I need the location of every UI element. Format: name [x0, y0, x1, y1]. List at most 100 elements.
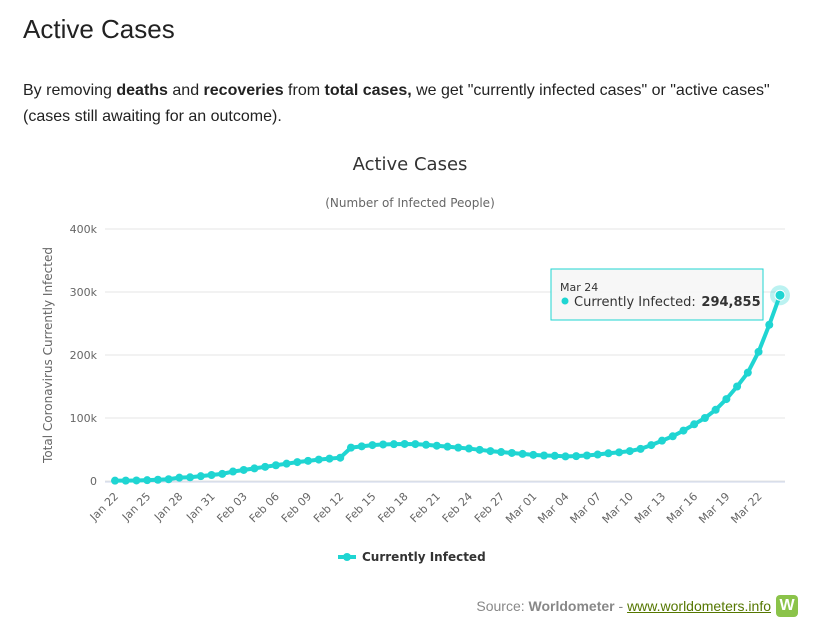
chart-subtitle: (Number of Infected People) — [325, 196, 495, 210]
point — [625, 447, 634, 456]
point — [261, 462, 270, 471]
x-tick-label: Feb 12 — [311, 490, 346, 525]
intro: By removing deaths and recoveries from t… — [23, 78, 808, 130]
point — [636, 444, 645, 453]
x-tick-label: Mar 16 — [664, 490, 700, 526]
point — [540, 451, 549, 460]
point — [239, 465, 248, 474]
point — [432, 441, 441, 450]
source-name: Worldometer — [528, 598, 615, 614]
tooltip-marker — [561, 297, 569, 305]
tooltip-value: 294,855 — [701, 295, 760, 310]
intro-bold: deaths — [116, 82, 168, 99]
point — [271, 461, 280, 470]
point — [507, 448, 516, 457]
intro-text: By removing — [23, 82, 117, 99]
point — [346, 443, 355, 452]
x-tick-label: Jan 31 — [183, 490, 217, 524]
intro-bold: recoveries — [203, 82, 284, 99]
point — [497, 448, 506, 457]
point — [582, 451, 591, 460]
intro-text: we get "currently infected cases" or "ac… — [23, 82, 770, 125]
tooltip-box — [550, 268, 764, 321]
point — [518, 449, 527, 458]
point — [486, 447, 495, 456]
x-tick-label: Feb 15 — [343, 490, 378, 525]
source-link[interactable]: www.worldometers.info — [627, 598, 771, 614]
point — [422, 440, 431, 449]
point — [357, 442, 366, 451]
source: Source: Worldometer - www.worldometers.i… — [476, 598, 771, 614]
y-tick-label: 200k — [70, 349, 98, 362]
point — [679, 426, 688, 435]
x-tick-label: Feb 24 — [440, 490, 475, 525]
point — [700, 414, 709, 422]
legend-marker — [343, 553, 351, 561]
intro-text: from — [283, 82, 325, 99]
point — [733, 382, 742, 391]
tooltip-series: Currently Infected — [574, 295, 691, 310]
heading: Active Cases — [23, 14, 175, 44]
point — [561, 452, 570, 461]
hover-point — [774, 289, 786, 301]
logo: W — [776, 595, 798, 617]
x-tick-label: Mar 13 — [632, 490, 668, 526]
point — [475, 445, 484, 454]
x-tick-label: Feb 06 — [247, 490, 282, 525]
point — [400, 439, 409, 448]
point — [325, 454, 334, 463]
point — [550, 451, 559, 460]
point — [228, 467, 237, 476]
y-tick-label: 0 — [90, 475, 97, 488]
point — [153, 475, 162, 484]
point — [282, 459, 291, 468]
point — [658, 436, 667, 445]
point — [186, 473, 195, 482]
intro-text: and — [167, 82, 204, 99]
point — [207, 471, 216, 480]
point — [443, 442, 452, 451]
x-tick-label: Feb 09 — [279, 490, 314, 525]
point — [711, 405, 720, 414]
tooltip-colon: : — [691, 295, 695, 310]
point — [121, 476, 130, 485]
chart-title: Active Cases — [353, 154, 468, 175]
point — [604, 449, 613, 458]
point — [368, 441, 377, 450]
x-tick-label: Mar 07 — [568, 490, 604, 526]
point — [111, 476, 119, 485]
point — [218, 469, 227, 478]
point — [765, 320, 774, 329]
point — [454, 443, 463, 452]
point — [615, 448, 624, 457]
x-tick-label: Mar 04 — [535, 490, 571, 526]
point — [379, 440, 388, 449]
point — [143, 476, 152, 485]
point — [690, 420, 699, 429]
point — [722, 395, 731, 404]
x-tick-label: Jan 25 — [119, 490, 153, 524]
y-tick-label: 100k — [70, 412, 98, 425]
point — [411, 440, 420, 449]
point — [164, 475, 173, 484]
legend-label: Currently Infected — [362, 550, 486, 564]
x-tick-label: Jan 22 — [87, 490, 121, 524]
tooltip-date: Mar 24 — [560, 281, 598, 294]
point — [196, 472, 205, 481]
x-tick-label: Feb 27 — [472, 490, 507, 525]
source-prefix: Source: — [476, 598, 529, 614]
point — [293, 458, 302, 467]
x-tick-label: Jan 28 — [151, 490, 185, 524]
point — [647, 441, 656, 450]
x-tick-label: Mar 10 — [600, 490, 636, 526]
chart: Active Cases (Number of Infected People)… — [41, 154, 790, 564]
point — [572, 452, 581, 461]
y-tick-label: 400k — [70, 223, 98, 236]
point — [132, 476, 141, 485]
point — [668, 432, 677, 441]
point — [314, 455, 323, 464]
point — [250, 464, 259, 473]
point — [464, 444, 473, 453]
